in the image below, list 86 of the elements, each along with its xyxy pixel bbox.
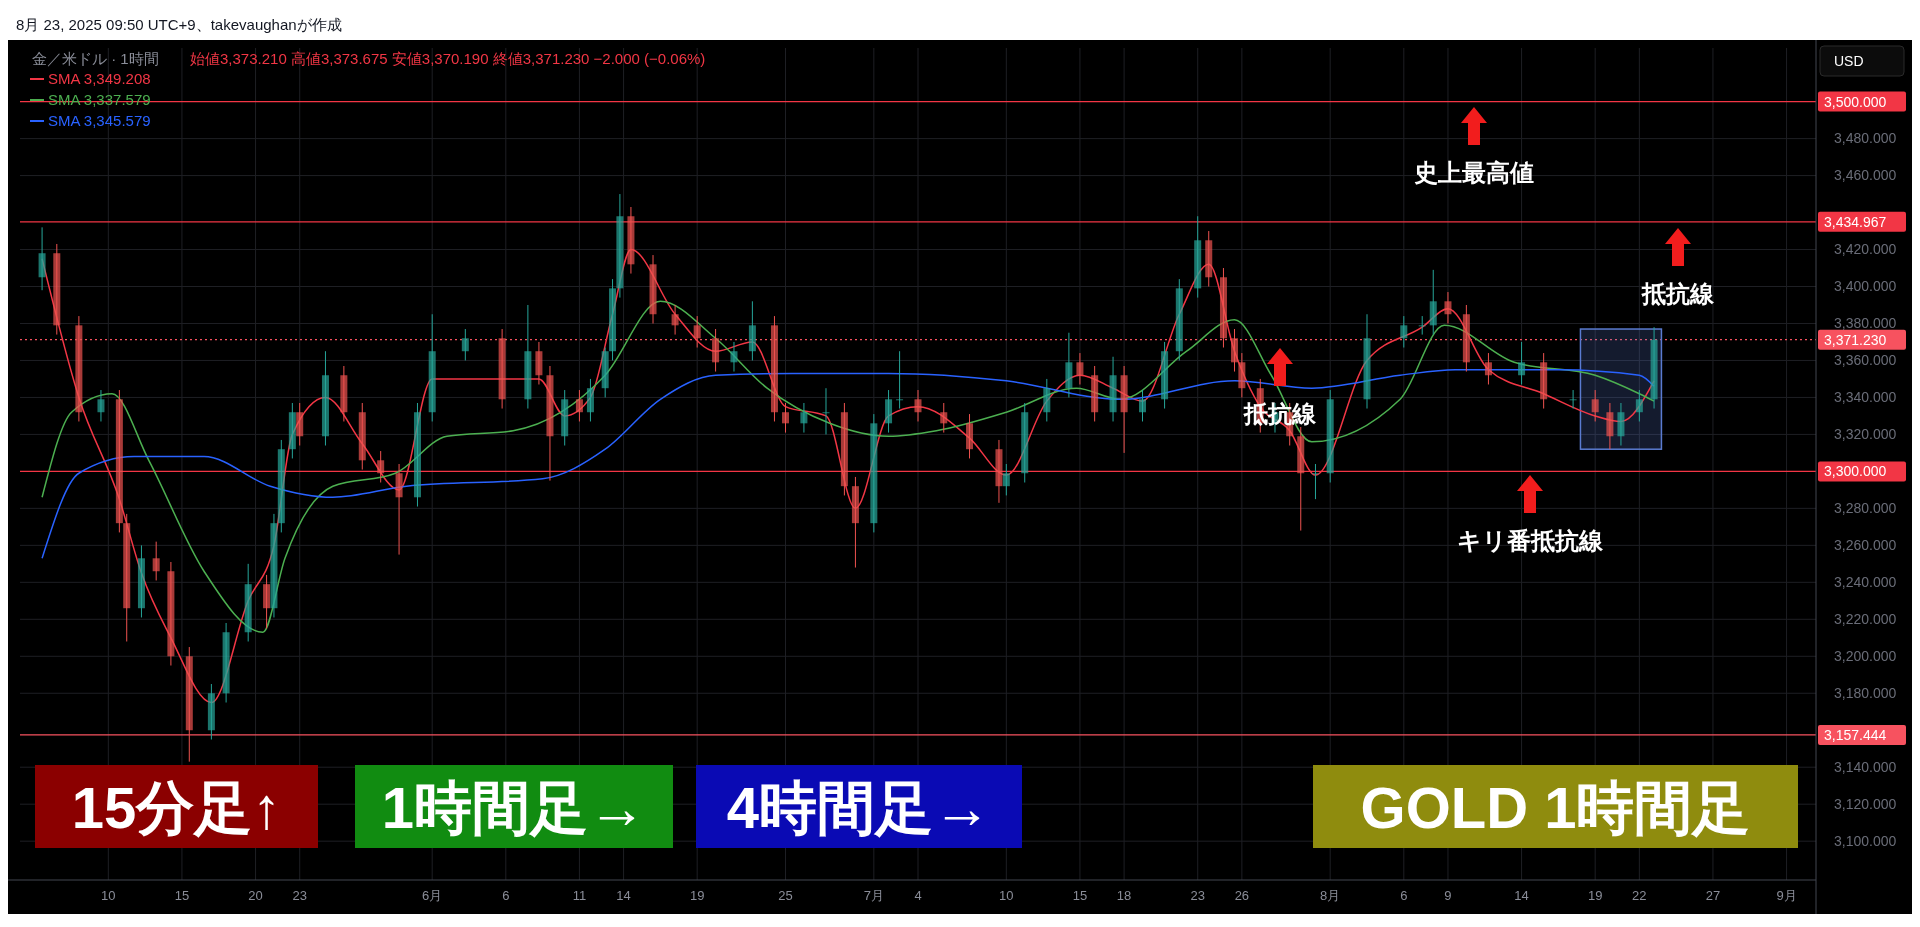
annotation: GOLD 1時間足 (1360, 775, 1751, 841)
x-tick-label: 11 (572, 888, 587, 903)
candlestick (1518, 341, 1526, 385)
legend-label: SMA 3,349.208 (48, 70, 151, 87)
candlestick (940, 402, 948, 434)
x-tick-label: 19 (689, 888, 705, 903)
x-tick-label: 19 (1587, 888, 1603, 903)
candlestick (822, 387, 830, 435)
y-tick-label: 3,360.000 (1834, 352, 1897, 369)
candlestick (575, 389, 583, 422)
legend-label: SMA 3,345.579 (48, 112, 151, 129)
candlestick (1635, 389, 1643, 422)
candlestick (671, 304, 679, 336)
candlestick (377, 450, 385, 483)
x-tick-label: 22 (1632, 888, 1647, 903)
x-tick-label: 18 (1116, 888, 1132, 903)
text: 8月 23, 2025 09:50 UTC+9、takevaughanが作成 (16, 16, 342, 33)
x-tick-label: 15 (1072, 888, 1088, 903)
annotation: 1時間足→ (381, 775, 647, 841)
candlestick (1591, 389, 1599, 422)
y-tick-label: 3,240.000 (1834, 574, 1897, 591)
x-tick-label: 6月 (422, 888, 443, 903)
x-tick-label: 8月 (1320, 888, 1341, 903)
x-tick-label: 4 (914, 888, 922, 903)
x-tick-label: 20 (248, 888, 263, 903)
x-tick-label: 25 (778, 888, 793, 903)
y-tick-label: 3,280.000 (1834, 500, 1897, 517)
candlestick (461, 328, 469, 361)
annotation: キリ番抵抗線 (1457, 527, 1604, 555)
annotation: 史上最高値 (1414, 159, 1534, 187)
x-tick-label: 23 (1190, 888, 1205, 903)
x-tick-label: 6 (1400, 888, 1408, 903)
candlestick (152, 541, 160, 581)
x-tick-label: 10 (101, 888, 116, 903)
annotation: 15分足↑ (71, 775, 282, 841)
x-tick-label: 26 (1234, 888, 1250, 903)
candlestick (1569, 389, 1577, 410)
candlestick (914, 389, 922, 422)
x-tick-label: 14 (616, 888, 631, 903)
annotation: 抵抗線 (1641, 280, 1715, 308)
y-axis-title: USD (1834, 53, 1864, 69)
x-tick-label: 7月 (863, 888, 884, 903)
candlestick (1076, 352, 1084, 385)
y-tick-label: 3,220.000 (1834, 611, 1897, 628)
y-tick-label: 3,400.000 (1834, 278, 1897, 295)
y-tick-label: 3,460.000 (1834, 167, 1897, 184)
x-tick-label: 15 (174, 888, 190, 903)
x-tick-label: 27 (1705, 888, 1721, 903)
candlestick (97, 389, 105, 422)
ref-line-label: 3,157.444 (1824, 726, 1887, 743)
candlestick (1400, 315, 1408, 349)
ref-line-label: 3,434.967 (1824, 213, 1887, 230)
y-tick-label: 3,180.000 (1834, 685, 1897, 702)
candlestick (782, 402, 790, 434)
x-tick-label: 10 (999, 888, 1014, 903)
ref-line-label: 3,371.230 (1824, 331, 1887, 348)
y-tick-label: 3,340.000 (1834, 389, 1897, 406)
y-tick-label: 3,120.000 (1834, 796, 1897, 813)
candlestick (1444, 291, 1452, 324)
candlestick (1311, 463, 1319, 500)
annotation: 4時間足→ (726, 775, 992, 841)
x-tick-label: 9月 (1776, 888, 1797, 903)
candlestick (1418, 315, 1426, 336)
candlestick (800, 402, 808, 434)
x-tick-label: 6 (502, 888, 510, 903)
y-tick-label: 3,100.000 (1834, 833, 1897, 850)
candlestick (730, 341, 738, 373)
y-tick-label: 3,320.000 (1834, 426, 1897, 443)
y-tick-label: 3,200.000 (1834, 648, 1897, 665)
candlestick (896, 350, 904, 410)
ref-line-label: 3,300.000 (1824, 463, 1887, 480)
x-tick-label: 9 (1444, 888, 1452, 903)
y-tick-label: 3,420.000 (1834, 241, 1897, 258)
y-tick-label: 3,480.000 (1834, 130, 1897, 147)
x-tick-label: 23 (292, 888, 307, 903)
chart-title: 金／米ドル · 1時間 (32, 50, 159, 67)
candlestick (1002, 463, 1010, 496)
x-tick-label: 14 (1514, 888, 1529, 903)
y-tick-label: 3,260.000 (1834, 537, 1897, 554)
y-tick-label: 3,140.000 (1834, 759, 1897, 776)
candlestick (693, 315, 701, 349)
y-tick-label: 3,380.000 (1834, 315, 1897, 332)
candlestick (1484, 352, 1492, 385)
candlestick (1139, 389, 1146, 422)
ref-line-label: 3,500.000 (1824, 93, 1887, 110)
chart-subtitle: 始値3,373.210 高値3,373.675 安値3,370.190 終値3,371.230 −2.000 (−0.06%) (190, 50, 706, 67)
